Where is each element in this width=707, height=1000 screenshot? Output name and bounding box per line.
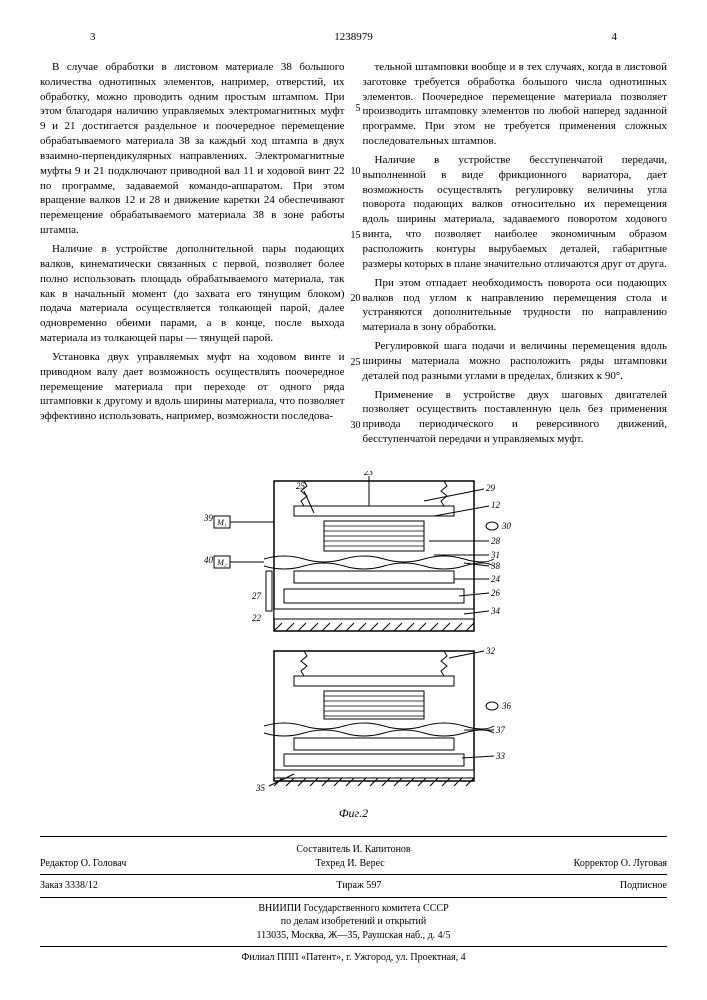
label-23: 23 bbox=[364, 471, 374, 477]
label-32: 32 bbox=[485, 646, 496, 656]
label-34: 34 bbox=[490, 606, 501, 616]
editor: Редактор О. Головач bbox=[40, 857, 126, 871]
footer-divider-1 bbox=[40, 836, 667, 837]
label-36: 36 bbox=[501, 701, 512, 711]
upper-assembly: М₁ М₂ 39 40 27 22 23 29 12 30 28 31 bbox=[203, 471, 512, 631]
label-33: 33 bbox=[495, 751, 506, 761]
page-left-num: 3 bbox=[90, 30, 96, 45]
line-markers: 5 10 15 20 25 30 bbox=[349, 60, 361, 433]
lower-assembly: 36 37 33 35 32 bbox=[255, 646, 512, 793]
label-25: 25 bbox=[296, 481, 306, 491]
order: Заказ 3338/12 bbox=[40, 879, 98, 893]
line-20: 20 bbox=[349, 292, 361, 306]
line-25: 25 bbox=[349, 356, 361, 370]
label-12: 12 bbox=[491, 500, 501, 510]
credits-block: Составитель И. Капитонов Редактор О. Гол… bbox=[40, 843, 667, 965]
right-para-1: тельной штамповки вообще и в тех случаях… bbox=[363, 60, 668, 149]
text-columns: В случае обработки в листовом материале … bbox=[40, 60, 667, 451]
line-5: 5 bbox=[349, 102, 361, 116]
compiler: Составитель И. Капитонов bbox=[40, 843, 667, 857]
org-line-4: Филиал ППП «Патент», г. Ужгород, ул. Про… bbox=[40, 951, 667, 965]
footer-divider-4 bbox=[40, 946, 667, 947]
label-39: 39 bbox=[203, 513, 214, 523]
right-para-5: Применение в устройстве двух шаговых дви… bbox=[363, 388, 668, 447]
label-27: 27 bbox=[252, 591, 262, 601]
label-22: 22 bbox=[252, 613, 262, 623]
motor-m2-label: М₂ bbox=[216, 558, 227, 567]
line-15: 15 bbox=[349, 229, 361, 243]
right-column: 5 10 15 20 25 30 тельной штамповки вообщ… bbox=[363, 60, 668, 451]
figure-area: М₁ М₂ 39 40 27 22 23 29 12 30 28 31 bbox=[40, 471, 667, 821]
label-38: 38 bbox=[490, 561, 501, 571]
label-26: 26 bbox=[491, 588, 501, 598]
left-para-1: В случае обработки в листовом материале … bbox=[40, 60, 345, 238]
circulation: Тираж 597 bbox=[336, 879, 381, 893]
label-37: 37 bbox=[495, 725, 506, 735]
corrector: Корректор О. Луговая bbox=[574, 857, 667, 871]
label-30: 30 bbox=[501, 521, 512, 531]
patent-number: 1238979 bbox=[334, 31, 373, 43]
page-right-num: 4 bbox=[612, 30, 618, 45]
figure-diagram: М₁ М₂ 39 40 27 22 23 29 12 30 28 31 bbox=[174, 471, 534, 801]
right-para-4: Регулировкой шага подачи и величины пере… bbox=[363, 339, 668, 384]
subscription: Подписное bbox=[620, 879, 667, 893]
org-line-1: ВНИИПИ Государственного комитета СССР bbox=[40, 902, 667, 916]
label-35: 35 bbox=[255, 783, 266, 793]
label-28: 28 bbox=[491, 536, 501, 546]
org-line-2: по делам изобретений и открытий bbox=[40, 915, 667, 929]
org-line-3: 113035, Москва, Ж—35, Раушская наб., д. … bbox=[40, 929, 667, 943]
footer-divider-3 bbox=[40, 897, 667, 898]
right-para-2: Наличие в устройстве бесступенчатой пере… bbox=[363, 153, 668, 272]
label-24: 24 bbox=[491, 574, 501, 584]
line-10: 10 bbox=[349, 165, 361, 179]
line-30: 30 bbox=[349, 419, 361, 433]
right-para-3: При этом отпадает необходимость поворота… bbox=[363, 276, 668, 335]
figure-caption: Фиг.2 bbox=[40, 805, 667, 821]
motor-m1-label: М₁ bbox=[216, 518, 227, 527]
label-31: 31 bbox=[490, 550, 500, 560]
page-header: 3 1238979 4 bbox=[40, 30, 667, 45]
left-para-2: Наличие в устройстве дополнительной пары… bbox=[40, 242, 345, 346]
label-40: 40 bbox=[204, 555, 214, 565]
left-column: В случае обработки в листовом материале … bbox=[40, 60, 345, 451]
label-29: 29 bbox=[486, 483, 496, 493]
tech: Техред И. Верес bbox=[315, 857, 384, 871]
left-para-3: Установка двух управляемых муфт на ходов… bbox=[40, 350, 345, 424]
footer-divider-2 bbox=[40, 874, 667, 875]
